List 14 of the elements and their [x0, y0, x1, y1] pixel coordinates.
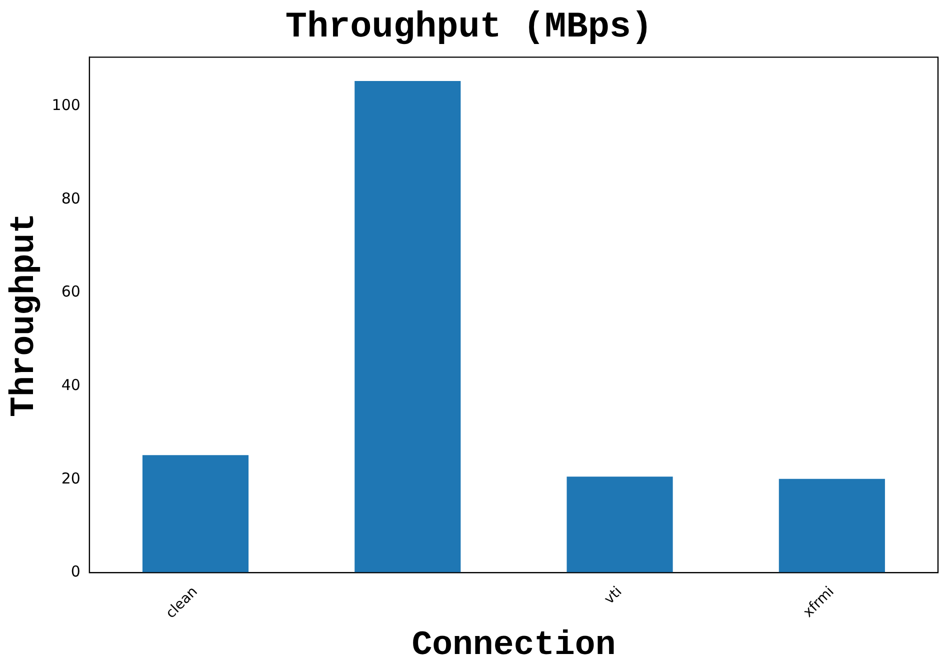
- bar: [778, 478, 885, 573]
- y-axis-title: Throughput: [6, 212, 44, 417]
- x-tick-label: vti: [601, 584, 626, 608]
- y-tick-label: 20: [61, 469, 80, 488]
- y-tick-label: 60: [61, 282, 80, 301]
- y-tick-label: 40: [61, 376, 80, 394]
- y-tick-label: 100: [52, 96, 80, 114]
- chart-title: Throughput (MBps): [285, 6, 653, 48]
- bar: [566, 476, 673, 573]
- y-tick-label: 0: [70, 562, 80, 581]
- x-axis-title: Connection: [412, 627, 616, 666]
- bar: [142, 455, 249, 573]
- y-tick-label: 80: [61, 189, 80, 208]
- bar: [354, 80, 461, 573]
